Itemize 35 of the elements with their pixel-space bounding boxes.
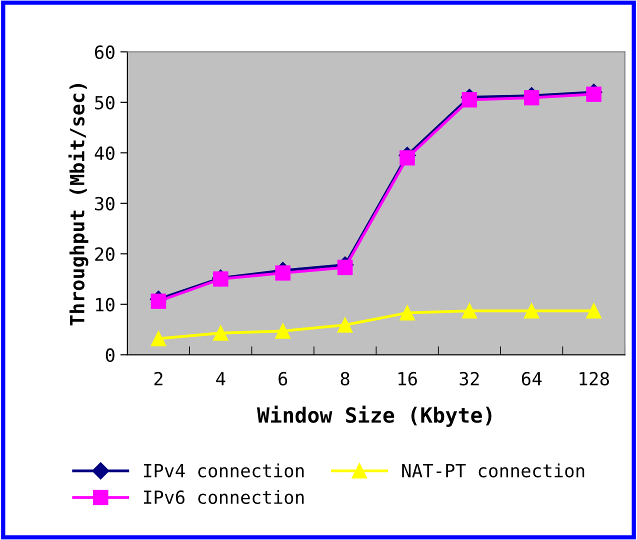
- point: [462, 303, 478, 318]
- x-tick-label: 6: [278, 372, 288, 386]
- y-tick-label: 20: [95, 247, 114, 261]
- y-tick-label: 0: [106, 348, 114, 362]
- point: [586, 303, 602, 318]
- point: [275, 265, 291, 281]
- point: [275, 323, 291, 339]
- point: [150, 294, 166, 309]
- legend-label: IPv4 connection: [144, 463, 304, 478]
- point: [462, 92, 478, 108]
- x-tick-label: 64: [522, 372, 542, 386]
- y-tick-label: 40: [94, 146, 114, 160]
- legend-label: IPv6 connection: [144, 490, 304, 504]
- y-tick-label: 50: [95, 96, 114, 110]
- x-tick-label: 16: [398, 372, 417, 386]
- point: [524, 303, 540, 318]
- y-tick-label: 60: [95, 45, 114, 60]
- point: [337, 317, 353, 333]
- y-axis-title: Throughput (Mbit/sec): [68, 84, 88, 326]
- x-tick-label: 2: [154, 372, 162, 386]
- legend-label: NAT-PT connection: [402, 463, 584, 478]
- point: [213, 325, 228, 341]
- x-tick-label: 32: [460, 372, 479, 386]
- point: [586, 86, 602, 102]
- point: [337, 260, 353, 276]
- x-tick-label: 8: [340, 372, 350, 386]
- x-tick-label: 4: [216, 372, 226, 386]
- point: [400, 150, 415, 166]
- point: [524, 90, 540, 106]
- point: [400, 305, 415, 321]
- y-tick-label: 30: [95, 196, 114, 210]
- point: [150, 330, 166, 346]
- y-tick-label: 10: [96, 298, 114, 312]
- x-axis-title: Window Size (Kbyte): [256, 406, 492, 427]
- x-tick-label: 128: [580, 372, 609, 386]
